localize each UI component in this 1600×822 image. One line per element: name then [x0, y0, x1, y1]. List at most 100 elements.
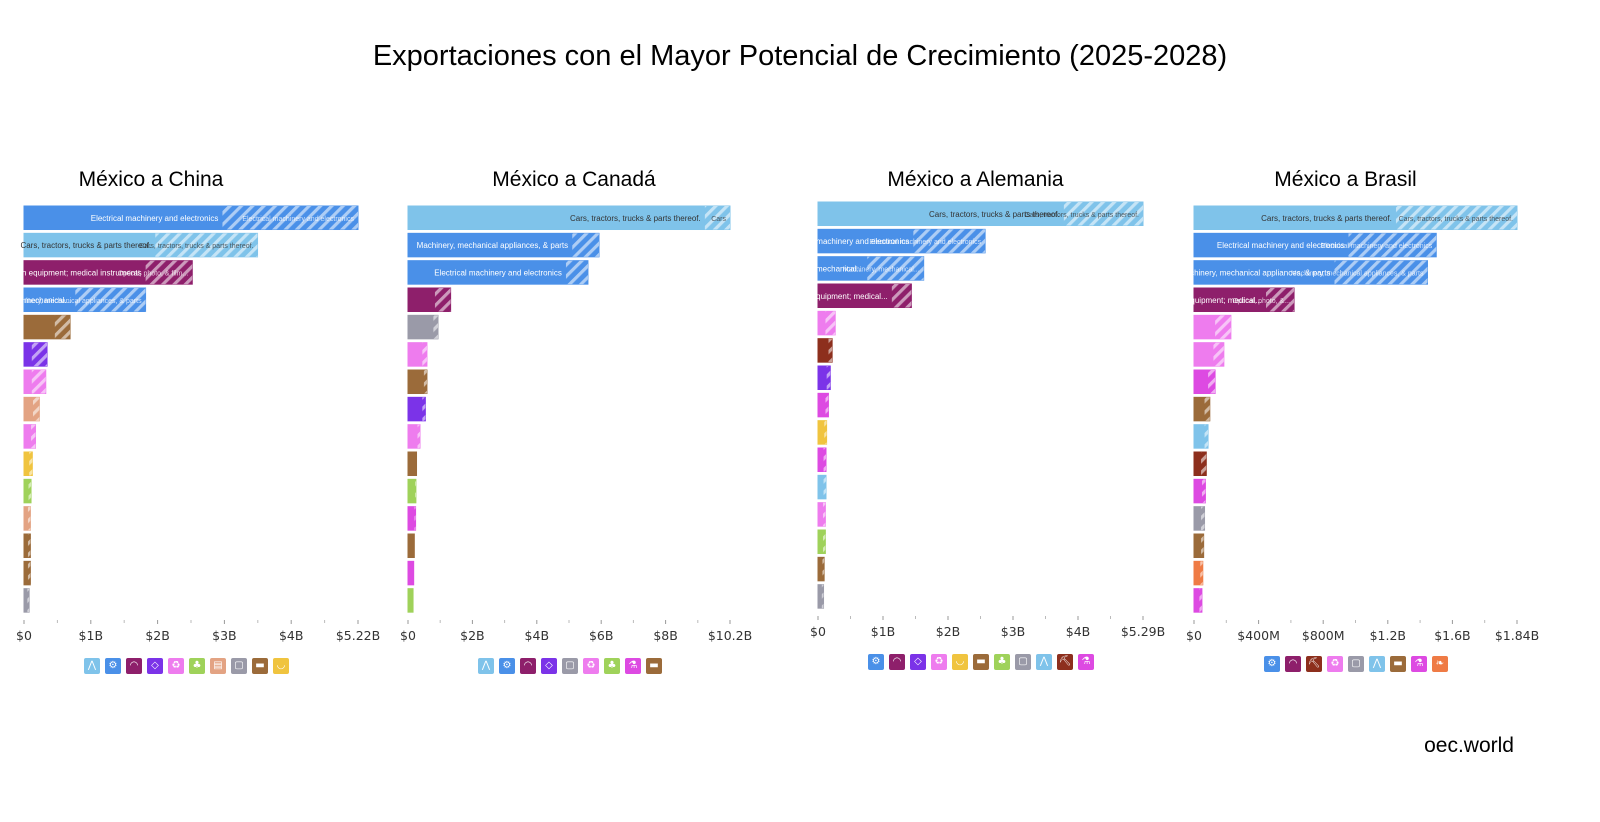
bar-1[interactable]: Cars, tractors, trucks & parts thereof.C…: [1193, 205, 1518, 231]
gauge-icon[interactable]: ◠: [520, 658, 536, 674]
recycle-icon[interactable]: ♻: [931, 654, 947, 670]
pickaxe-icon[interactable]: ⛏: [1306, 656, 1322, 672]
bar-13[interactable]: [817, 529, 826, 555]
anvil-icon[interactable]: ▬: [1390, 656, 1406, 672]
bar-11[interactable]: [817, 474, 827, 500]
shirt-icon[interactable]: ❧: [1432, 656, 1448, 672]
bar-14[interactable]: [1193, 560, 1204, 586]
box-icon[interactable]: ▢: [1348, 656, 1364, 672]
plant-icon[interactable]: ♣: [604, 658, 620, 674]
recycle-icon[interactable]: ♻: [1327, 656, 1343, 672]
bar-4[interactable]: Optical, photo, & film equipment; medica…: [1110, 287, 1295, 313]
bar-10[interactable]: [817, 447, 827, 473]
bar-11[interactable]: [407, 478, 417, 504]
gear-icon[interactable]: ⚙: [105, 658, 121, 674]
road-icon[interactable]: ⋀: [1036, 654, 1052, 670]
bar-15[interactable]: [23, 588, 30, 613]
bar-4[interactable]: Optical, photo, & film equipment; medica…: [736, 283, 912, 309]
bar-3[interactable]: Optical, photo, & film equipment; medica…: [0, 260, 193, 285]
gauge-icon[interactable]: ◠: [889, 654, 905, 670]
gear-icon[interactable]: ⚙: [868, 654, 884, 670]
diamond-icon[interactable]: ◇: [147, 658, 163, 674]
bar-11[interactable]: [23, 478, 32, 504]
bar-7[interactable]: [1193, 369, 1216, 395]
bar-12[interactable]: [1193, 506, 1206, 531]
bar-3[interactable]: Machinery, mechanical appliances, & part…: [1179, 260, 1428, 285]
bar-9[interactable]: [817, 420, 828, 445]
anvil-icon[interactable]: ▬: [252, 658, 268, 674]
road-icon[interactable]: ⋀: [478, 658, 494, 674]
bar-8[interactable]: [1193, 396, 1211, 422]
recycle-icon[interactable]: ♻: [583, 658, 599, 674]
gear-icon[interactable]: ⚙: [499, 658, 515, 674]
bar-12[interactable]: [407, 506, 417, 531]
flask-icon[interactable]: ⚗: [1078, 654, 1094, 670]
bar-7[interactable]: [817, 365, 831, 391]
bar-8[interactable]: [23, 396, 40, 422]
diamond-icon[interactable]: ◇: [910, 654, 926, 670]
bar-9[interactable]: [1193, 424, 1209, 449]
bar-5[interactable]: [23, 314, 71, 340]
bar-10[interactable]: [1193, 451, 1207, 477]
bar-13[interactable]: [1193, 533, 1205, 559]
bar-5[interactable]: [407, 314, 439, 340]
bar-15[interactable]: [817, 584, 825, 609]
gauge-icon[interactable]: ◠: [126, 658, 142, 674]
bar-5[interactable]: [817, 310, 836, 336]
bar-5[interactable]: [1193, 314, 1232, 340]
bar-7[interactable]: [23, 369, 47, 395]
flask-icon[interactable]: ⚗: [625, 658, 641, 674]
box-icon[interactable]: ▢: [1015, 654, 1031, 670]
gear-icon[interactable]: ⚙: [1264, 656, 1280, 672]
bar-1[interactable]: Electrical machinery and electronics Elec…: [23, 205, 359, 231]
plant-icon[interactable]: ♣: [189, 658, 205, 674]
bar-9[interactable]: [23, 424, 37, 449]
bar-8[interactable]: [817, 392, 829, 418]
anvil-icon[interactable]: ▬: [646, 658, 662, 674]
road-icon[interactable]: ⋀: [1369, 656, 1385, 672]
bar-15[interactable]: [1193, 588, 1203, 613]
bar-10[interactable]: [23, 451, 33, 477]
bar-14[interactable]: [23, 560, 31, 586]
pickaxe-icon[interactable]: ⛏: [1057, 654, 1073, 670]
bar-7[interactable]: [407, 369, 428, 395]
bar-13[interactable]: [23, 533, 31, 559]
bar-6[interactable]: [817, 338, 833, 363]
flask-icon[interactable]: ⚗: [1411, 656, 1427, 672]
bar-12[interactable]: [817, 502, 826, 527]
box-icon[interactable]: ▢: [231, 658, 247, 674]
bar-3[interactable]: Electrical machinery and electronics: [407, 260, 589, 285]
bar-14[interactable]: [817, 556, 825, 582]
road-icon[interactable]: ⋀: [84, 658, 100, 674]
bar-1[interactable]: Cars, tractors, trucks & parts thereof.C…: [407, 205, 731, 231]
brick-icon[interactable]: ▤: [210, 658, 226, 674]
cup-icon[interactable]: ◡: [952, 654, 968, 670]
bar-3[interactable]: Machinery, mechanical...Machinery, mecha…: [775, 256, 925, 281]
gauge-icon[interactable]: ◠: [1285, 656, 1301, 672]
bar-4[interactable]: Machinery, mechanical...Machinery, mecha…: [0, 287, 147, 313]
bar-11[interactable]: [1193, 478, 1206, 504]
bar-2[interactable]: Machinery, mechanical appliances, & part…: [407, 232, 600, 258]
bar-12[interactable]: [23, 506, 31, 531]
bar-1[interactable]: Cars, tractors, trucks & parts thereof.C…: [817, 201, 1144, 227]
bar-8[interactable]: [407, 396, 426, 422]
plant-icon[interactable]: ♣: [994, 654, 1010, 670]
box-icon[interactable]: ▢: [562, 658, 578, 674]
bar-4[interactable]: [407, 287, 452, 313]
bar-2[interactable]: Electrical machinery and electronicsElec…: [782, 228, 986, 254]
bar-14[interactable]: [407, 560, 415, 586]
recycle-icon[interactable]: ♻: [168, 658, 184, 674]
bar-2[interactable]: Electrical machinery and electronicsElec…: [1193, 232, 1437, 258]
bar-9[interactable]: [407, 424, 421, 449]
bar-10[interactable]: [407, 451, 418, 477]
bar-6[interactable]: [407, 342, 428, 367]
cup-icon[interactable]: ◡: [273, 658, 289, 674]
bar-6[interactable]: [23, 342, 48, 367]
bar-15[interactable]: [407, 588, 414, 613]
bar-2[interactable]: Cars, tractors, trucks & parts thereof.C…: [20, 232, 259, 258]
bar-6[interactable]: [1193, 342, 1225, 367]
diamond-icon[interactable]: ◇: [541, 658, 557, 674]
anvil-icon[interactable]: ▬: [973, 654, 989, 670]
bar-current-1: [1194, 206, 1396, 230]
bar-13[interactable]: [407, 533, 415, 559]
